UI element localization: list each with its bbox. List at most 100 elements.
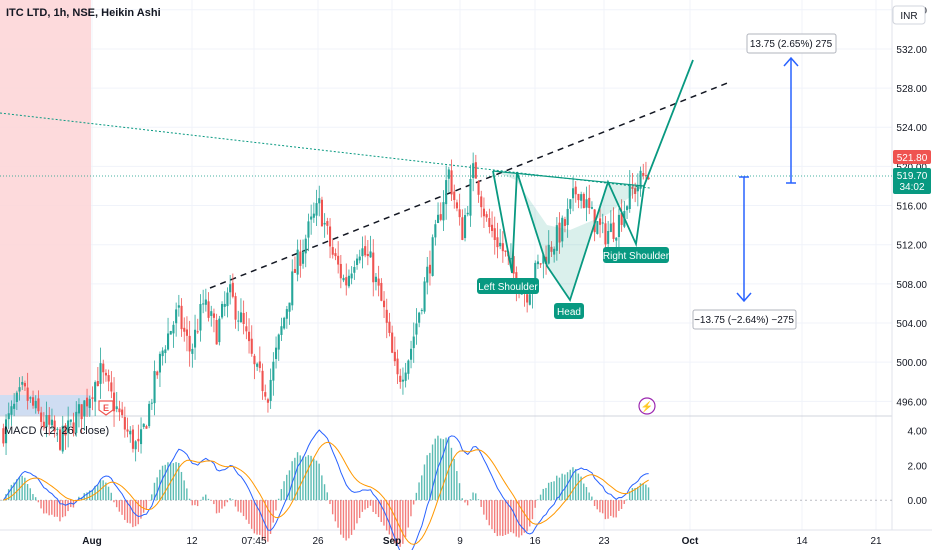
candle-body — [472, 163, 475, 179]
candle-body — [137, 438, 140, 442]
macd-histogram-bar — [118, 500, 121, 512]
candle-body — [2, 428, 5, 444]
candle-body — [221, 303, 224, 318]
candle-body — [67, 420, 70, 434]
candle-body — [94, 382, 97, 402]
macd-histogram-bar — [445, 437, 447, 501]
measure-up[interactable]: 13.75 (2.65%) 275 — [746, 33, 837, 184]
macd-histogram-bar — [97, 485, 99, 501]
macd-histogram-bar — [583, 483, 585, 501]
macd-histogram-bar — [402, 500, 404, 544]
macd-histogram-bar — [645, 484, 647, 501]
flash-icon: ⚡ — [641, 400, 653, 413]
macd-histogram-bar — [596, 500, 598, 510]
macd-histogram-bar — [140, 500, 142, 519]
macd-histogram-bar — [439, 438, 442, 501]
candle-body — [59, 429, 62, 450]
candle-body — [183, 327, 186, 332]
macd-histogram-bar — [496, 500, 499, 537]
candle-body — [7, 413, 10, 420]
macd-histogram-bar — [572, 467, 574, 501]
candle-body — [21, 381, 24, 385]
earnings-marker[interactable]: E — [98, 400, 114, 416]
candle-body — [180, 305, 183, 330]
neckline[interactable] — [492, 170, 645, 187]
candle-body — [45, 415, 48, 428]
candle-body — [53, 420, 56, 432]
candle-body — [264, 392, 267, 397]
candle-body — [140, 429, 143, 445]
time-tick-label: Sep — [383, 536, 401, 547]
macd-histogram-bar — [415, 492, 418, 501]
macd-histogram-bar — [380, 500, 382, 522]
macd-histogram-bar — [639, 483, 642, 501]
candle-body — [164, 349, 167, 354]
macd-tick-label: 2.00 — [908, 461, 928, 472]
macd-histogram-bar — [145, 500, 148, 510]
macd-histogram-bar — [226, 500, 229, 503]
candle-body — [148, 403, 151, 427]
candle-body — [420, 309, 423, 311]
macd-histogram-bar — [261, 500, 264, 540]
candle-body — [534, 262, 537, 285]
macd-histogram-bar — [51, 500, 53, 515]
candle-body — [620, 212, 623, 225]
macd-histogram-bar — [286, 474, 288, 501]
macd-histogram-bar — [647, 487, 650, 501]
macd-histogram-bar — [391, 500, 393, 540]
candle-body — [377, 278, 380, 286]
macd-histogram-bar — [148, 500, 150, 501]
candle-body — [234, 296, 237, 320]
candle-body — [107, 375, 110, 382]
candle-body — [399, 375, 402, 382]
macd-histogram-bar — [628, 491, 631, 501]
pattern-outline[interactable] — [492, 59, 694, 303]
macd-histogram-bar — [83, 493, 85, 501]
candle-body — [334, 253, 337, 257]
currency-button[interactable]: INR — [892, 5, 926, 25]
macd-histogram-bar — [423, 464, 426, 501]
flash-marker[interactable]: ⚡ — [638, 397, 656, 415]
macd-histogram-bar — [318, 463, 320, 501]
price-axis[interactable]: 536.00532.00528.00524.00520.00516.00512.… — [896, 6, 927, 409]
candle-body — [547, 244, 550, 264]
time-tick-label: Aug — [82, 536, 101, 547]
price-tick-label: 508.00 — [896, 280, 927, 291]
left-shoulder-label[interactable]: Left Shoulder — [477, 278, 539, 294]
candle-body — [415, 323, 418, 335]
candle-body — [169, 330, 172, 335]
macd-histogram-bar — [353, 500, 355, 530]
macd-pane[interactable] — [0, 429, 892, 555]
candle-body — [461, 217, 464, 240]
candle-body — [167, 333, 170, 350]
macd-histogram-bar — [593, 500, 596, 507]
macd-histogram-bar — [431, 444, 434, 501]
candle-body — [72, 422, 75, 433]
candle-body — [202, 303, 205, 305]
macd-histogram-bar — [215, 500, 218, 514]
time-axis[interactable]: Aug 12 07:45 26 Sep 9 16 23 Oct 14 21 — [82, 536, 882, 547]
macd-histogram-bar — [202, 496, 204, 501]
candle-body — [404, 372, 407, 381]
candle-body — [477, 181, 480, 195]
macd-histogram-bar — [418, 482, 420, 501]
candle-body — [607, 231, 610, 244]
macd-histogram-bar — [245, 500, 247, 520]
candle-body — [445, 180, 448, 205]
head-label[interactable]: Head — [554, 303, 584, 319]
candle-body — [250, 338, 253, 354]
right-shoulder-label[interactable]: Right Shoulder — [603, 247, 670, 263]
macd-histogram-bar — [356, 500, 358, 524]
macd-histogram-bar — [275, 500, 277, 511]
macd-histogram-bar — [556, 475, 558, 501]
candle-body — [318, 198, 321, 204]
macd-histogram-bar — [105, 482, 107, 501]
candle-body — [256, 363, 259, 367]
candle-body — [555, 225, 558, 251]
candle-body — [604, 223, 607, 245]
measure-down[interactable]: −13.75 (−2.64%) −275 — [692, 176, 797, 330]
candle-body — [113, 392, 116, 412]
candle-body — [609, 223, 612, 232]
